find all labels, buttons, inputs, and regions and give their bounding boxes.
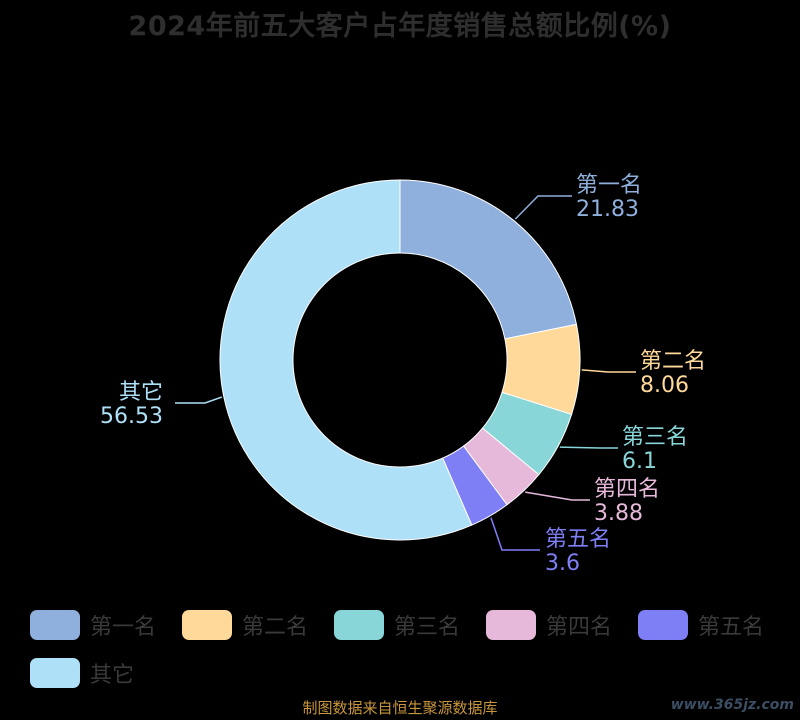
legend-label: 第一名 [90,615,157,640]
legend-label: 第四名 [546,615,613,640]
legend-item[interactable]: 其它 [30,658,182,688]
legend: 第一名 第二名 第三名 第四名 第五名其它 [30,610,790,688]
slice-value-label: 3.88 [594,501,643,526]
legend-item[interactable]: 第三名 [334,610,486,640]
slice-label: 其它 [119,380,163,405]
slice-label: 第五名 [545,527,611,552]
slice-other[interactable] [219,179,473,541]
slice-value-label: 56.53 [100,404,163,429]
leader-line [490,517,540,551]
legend-item[interactable]: 第五名 [638,610,790,640]
legend-label: 第三名 [394,615,461,640]
legend-swatch [30,658,80,688]
legend-label: 第五名 [698,615,765,640]
slice-value-label: 8.06 [640,373,689,398]
slice-label: 第一名 [576,173,642,198]
slice-value-label: 3.6 [545,551,580,576]
legend-swatch [182,610,232,640]
legend-swatch [30,610,80,640]
leader-line [525,491,590,501]
legend-item[interactable]: 第一名 [30,610,182,640]
legend-item[interactable]: 第四名 [486,610,638,640]
leader-line [175,396,223,404]
leader-line [514,195,572,220]
watermark: www.365jz.com [670,697,794,713]
legend-swatch [638,610,688,640]
legend-item[interactable]: 第二名 [182,610,334,640]
slice-label: 第三名 [622,425,688,450]
legend-label: 其它 [90,663,135,688]
legend-swatch [334,610,384,640]
legend-label: 第二名 [242,615,309,640]
chart-title: 2024年前五大客户占年度销售总额比例(%) [128,11,672,42]
slice-1[interactable] [399,179,578,340]
slice-value-label: 6.1 [622,449,657,474]
slice-label: 第二名 [640,349,706,374]
leader-line [581,369,636,373]
slice-label: 第四名 [594,477,660,502]
legend-swatch [486,610,536,640]
slice-value-label: 21.83 [576,197,639,222]
source-note: 制图数据来自恒生聚源数据库 [302,699,498,717]
leader-line [559,446,618,449]
